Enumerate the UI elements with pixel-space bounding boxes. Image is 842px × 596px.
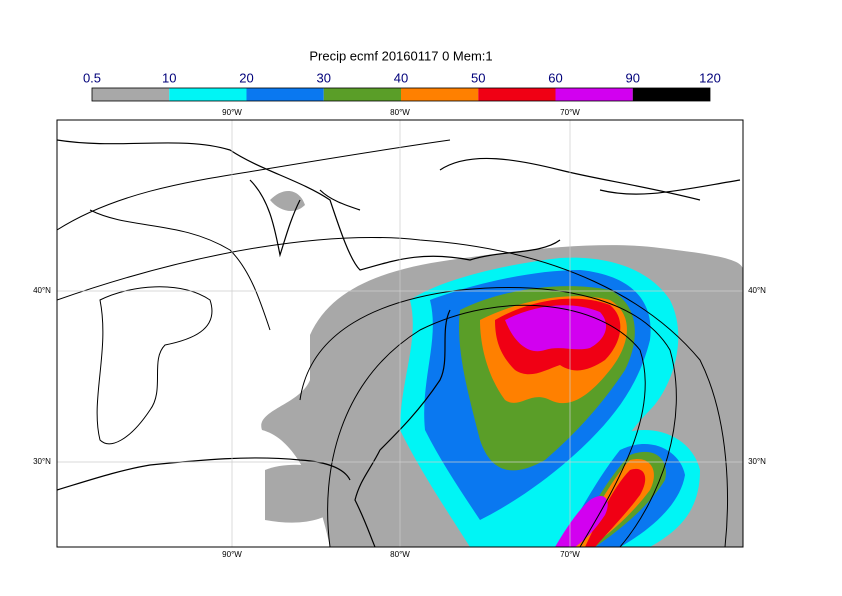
precip-area: [555, 495, 608, 547]
colorbar-box: [169, 88, 247, 101]
map-frame: [56, 119, 744, 548]
colorbar-box: [555, 88, 633, 101]
colorbar-box: [401, 88, 479, 101]
coastline: [354, 309, 451, 547]
colorbar-label: 90: [626, 70, 640, 85]
contour: [96, 286, 213, 445]
lat-label: 40°N: [748, 286, 766, 295]
colorbar-label: 30: [317, 70, 331, 85]
title: Precip ecmf 20160117 0 Mem:1: [309, 48, 492, 63]
graticule: [57, 120, 743, 547]
contour: [57, 139, 451, 231]
coastline: [57, 457, 351, 491]
lon-label: 80°W: [390, 108, 410, 117]
colorbar-frame: [91, 87, 711, 102]
lon-label: 70°W: [560, 108, 580, 117]
precip-area: [505, 305, 607, 352]
coastline: [249, 157, 741, 258]
precip-area: [585, 468, 646, 547]
lat-label: 30°N: [748, 457, 766, 466]
colorbar-label: 50: [471, 70, 485, 85]
lat-label: 30°N: [33, 457, 51, 466]
lat-label: 40°N: [33, 286, 51, 295]
map-labels: 90°W 80°W 70°W 90°W 80°W 70°W 40°N 30°N …: [33, 108, 766, 559]
lon-label: 90°W: [222, 108, 242, 117]
map-layers: [261, 190, 743, 547]
lon-label: 90°W: [222, 550, 242, 559]
colorbar: 0.5 10 20 30 40 50 60 90 120: [83, 70, 721, 102]
map-lines: [57, 139, 741, 547]
coastline: [57, 139, 561, 271]
colorbar-box: [246, 88, 324, 101]
contour: [57, 237, 728, 547]
colorbar-label: 20: [239, 70, 253, 85]
colorbar-label: 40: [394, 70, 408, 85]
lon-label: 70°W: [560, 550, 580, 559]
colorbar-box: [92, 88, 170, 101]
contour: [89, 209, 271, 331]
colorbar-label: 60: [548, 70, 562, 85]
colorbar-label: 10: [162, 70, 176, 85]
contour: [299, 287, 677, 547]
colorbar-label: 120: [699, 70, 721, 85]
colorbar-box: [323, 88, 401, 101]
colorbar-label: 0.5: [83, 70, 101, 85]
colorbar-box: [478, 88, 556, 101]
precip-area: [270, 190, 305, 212]
colorbar-box: [632, 88, 710, 101]
precip-area: [265, 464, 346, 523]
contour: [327, 304, 646, 547]
lon-label: 80°W: [390, 550, 410, 559]
